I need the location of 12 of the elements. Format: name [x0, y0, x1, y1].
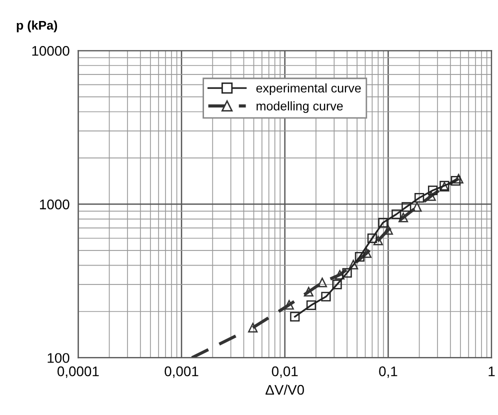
y-tick-label: 1000: [40, 200, 70, 210]
legend-label: modelling curve: [256, 101, 343, 113]
x-axis-title: ΔV/V0: [266, 384, 304, 395]
x-tick-label: 0,1: [379, 366, 398, 378]
y-axis-title: p (kPa): [16, 20, 58, 32]
x-tick-label: 1: [488, 366, 495, 376]
x-tick-label: 0,0001: [57, 366, 99, 378]
legend-label: experimental curve: [256, 83, 361, 96]
x-tick-label: 0,01: [272, 366, 298, 378]
x-tick-label: 0,001: [164, 366, 198, 378]
y-tick-label: 10000: [32, 46, 70, 56]
y-tick-label: 100: [48, 353, 70, 363]
